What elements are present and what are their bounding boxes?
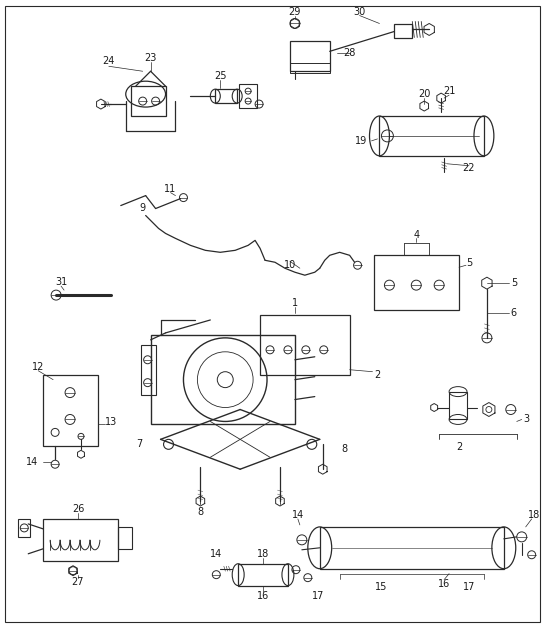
Text: 8: 8 [342,444,348,454]
Text: 26: 26 [72,504,84,514]
Text: 17: 17 [312,590,324,600]
Text: 7: 7 [136,440,143,449]
Text: 14: 14 [292,510,304,520]
Text: 16: 16 [438,578,450,588]
Bar [239,84,257,108]
Text: 5: 5 [511,278,517,288]
Text: 16: 16 [257,590,269,600]
Text: 19: 19 [355,136,367,146]
Text: 27: 27 [72,577,84,587]
Bar [43,375,98,447]
Bar [379,116,484,156]
Text: 25: 25 [214,71,227,81]
Text: 23: 23 [144,53,157,63]
Text: 17: 17 [463,582,475,592]
Text: 3: 3 [524,414,530,425]
Text: 9: 9 [140,203,146,212]
Text: 2: 2 [456,442,462,452]
Text: 21: 21 [443,86,455,96]
Text: 18: 18 [257,549,269,559]
Text: 8: 8 [197,507,203,517]
Text: 24: 24 [102,57,115,67]
Text: 1: 1 [292,298,298,308]
Bar [131,86,166,116]
Text: 20: 20 [418,89,431,99]
Text: 11: 11 [165,183,177,193]
Text: 31: 31 [55,277,67,287]
Bar [395,24,412,38]
Bar [141,345,156,394]
Bar [290,41,330,71]
Bar [43,519,118,561]
Text: 29: 29 [289,6,301,16]
Text: 13: 13 [105,418,117,428]
Text: 12: 12 [32,362,44,372]
Text: 4: 4 [413,230,419,241]
Bar [320,527,504,569]
Text: 6: 6 [511,308,517,318]
Text: 5: 5 [466,258,473,268]
Bar [374,256,459,310]
Text: 15: 15 [376,582,387,592]
Text: 2: 2 [374,370,381,380]
Text: 28: 28 [343,48,356,58]
Text: 14: 14 [210,549,222,559]
Bar [19,519,30,537]
Text: 30: 30 [353,6,366,16]
Bar [238,564,288,585]
Bar [260,315,349,375]
Text: 10: 10 [284,260,296,270]
Bar [118,527,132,549]
Bar [449,392,467,420]
Text: 18: 18 [528,510,540,520]
Bar [290,63,330,73]
Bar [215,89,237,103]
Bar [150,335,295,425]
Text: 22: 22 [463,163,475,173]
Text: 14: 14 [26,457,38,467]
